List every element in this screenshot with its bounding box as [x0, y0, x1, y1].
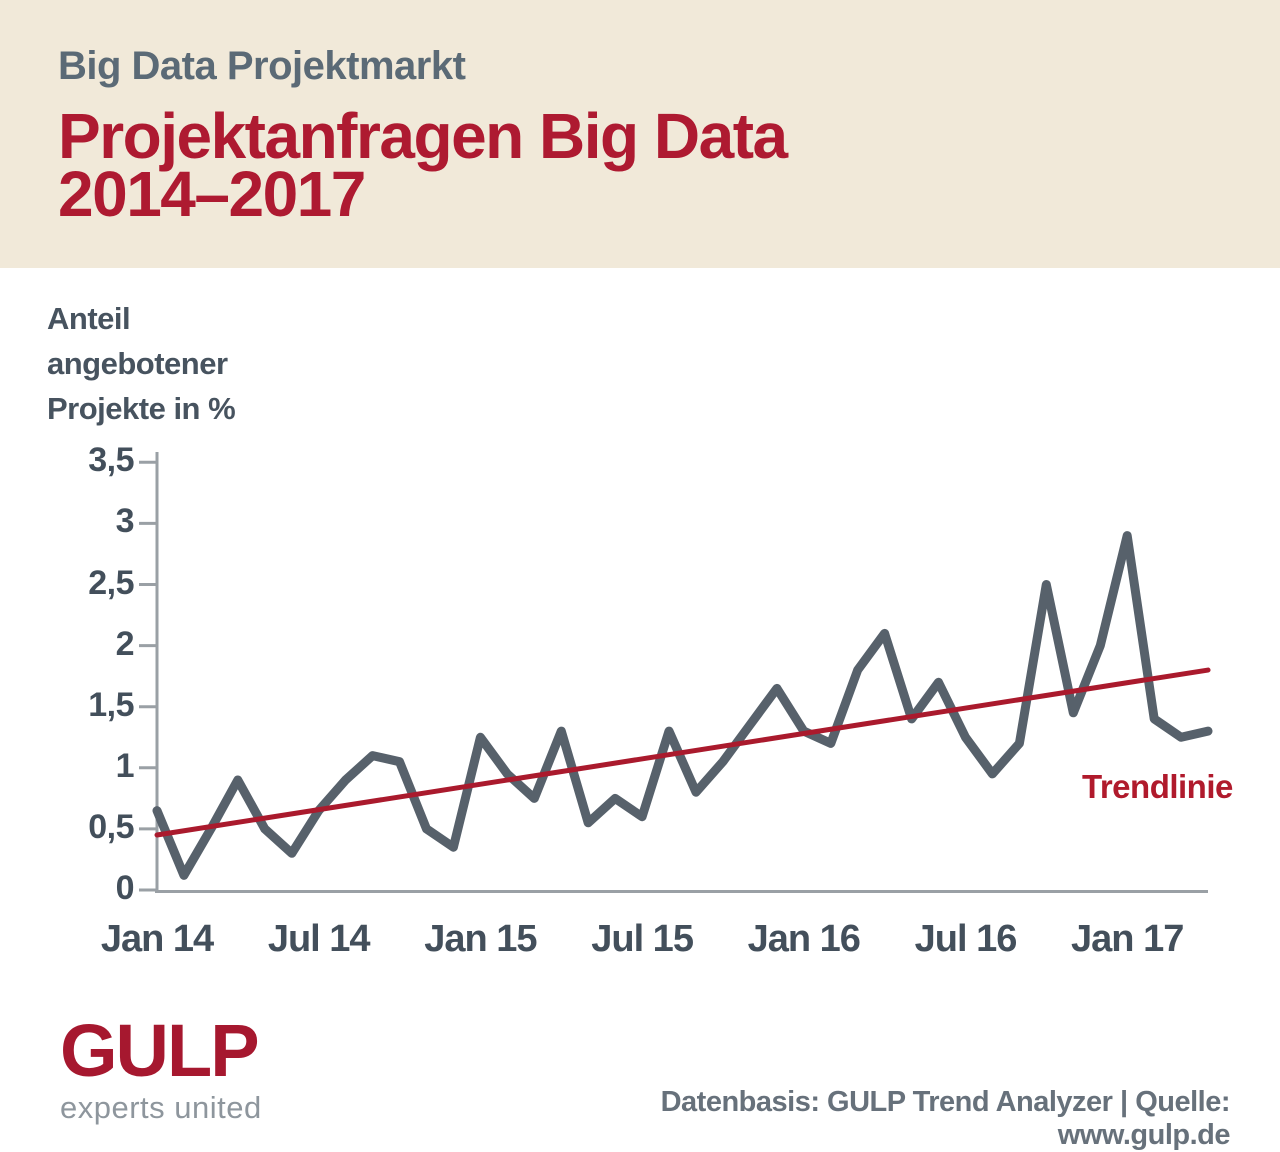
y-tick-label: 1,5 — [88, 685, 134, 724]
trend-line — [154, 667, 1211, 838]
x-tick-label: Jul 15 — [591, 918, 694, 960]
y-axis-title-line3: Projekte in % — [47, 391, 236, 426]
y-axis-title: Anteil angebotener Projekte in % — [47, 296, 236, 431]
chart-kicker: Big Data Projektmarkt — [58, 44, 466, 88]
data-source-note: Datenbasis: GULP Trend Analyzer | Quelle… — [660, 1086, 1231, 1151]
gulp-logo: GULP experts united — [60, 1009, 262, 1126]
chart-title-line2: 2014–2017 — [58, 158, 366, 230]
x-tick-label: Jan 16 — [747, 918, 861, 960]
x-tick-label: Jan 14 — [100, 918, 214, 960]
data-line — [152, 531, 1213, 880]
y-tick-label: 0,5 — [88, 807, 134, 846]
y-tick-label: 3,5 — [88, 441, 134, 480]
y-tick-label: 2 — [115, 624, 135, 663]
header-band: Big Data Projektmarkt Projektanfragen Bi… — [0, 0, 1280, 268]
y-tick-label: 2,5 — [88, 563, 134, 602]
x-tick-label: Jan 15 — [424, 918, 537, 960]
chart-title: Projektanfragen Big Data 2014–2017 — [58, 100, 1280, 230]
x-tick-label: Jul 14 — [267, 918, 371, 960]
y-axis-title-line2: angebotener — [47, 346, 228, 381]
y-tick-label: 3 — [115, 502, 135, 541]
y-axis-title-line1: Anteil — [47, 301, 131, 336]
gulp-logo-claim: experts united — [60, 1090, 262, 1125]
gulp-logo-wordmark: GULP — [60, 1009, 260, 1092]
x-tick-label: Jan 17 — [1071, 918, 1184, 960]
y-tick-label: 1 — [115, 746, 135, 785]
trendline-label: Trendlinie — [1082, 768, 1233, 805]
chart-title-line1: Projektanfragen Big Data — [58, 100, 788, 172]
x-tick-label: Jul 16 — [914, 918, 1018, 960]
y-tick-label: 0 — [115, 869, 135, 907]
